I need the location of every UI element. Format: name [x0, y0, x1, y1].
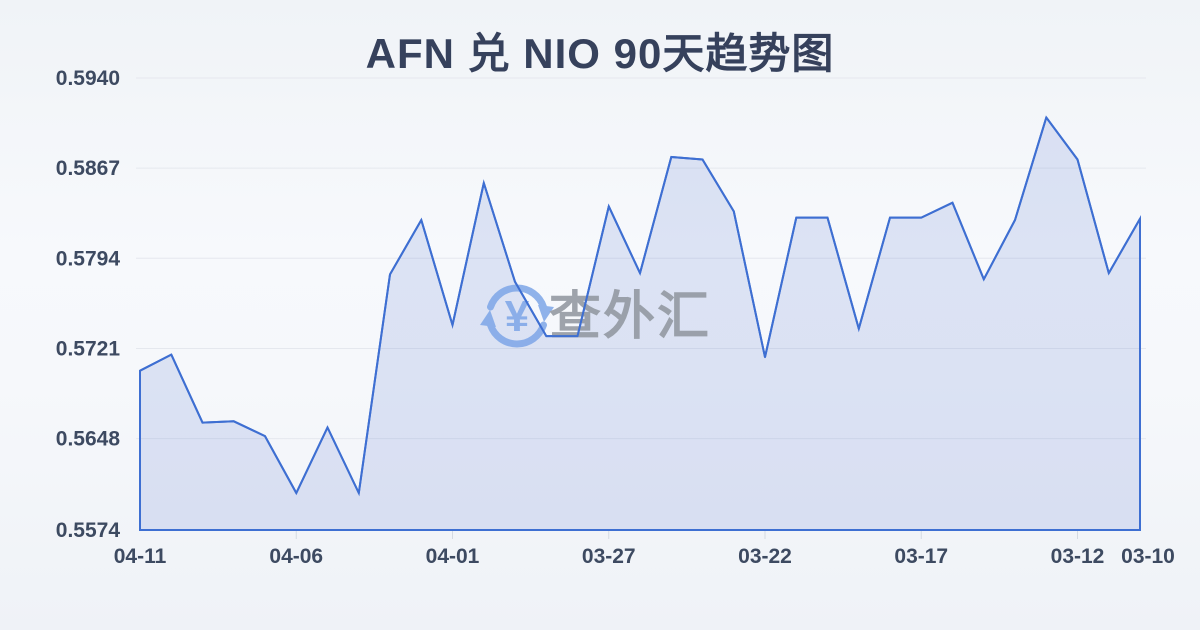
page-title: AFN 兑 NIO 90天趋势图 — [365, 30, 835, 77]
y-axis-tick-label: 0.5721 — [56, 337, 121, 360]
x-axis-tick-label: 03-12 — [1051, 545, 1105, 568]
x-axis-tick-label: 04-06 — [269, 545, 323, 568]
y-axis-tick-label: 0.5794 — [56, 247, 121, 270]
gridlines — [136, 77, 1146, 440]
x-axis-tick-label: 03-22 — [738, 545, 792, 568]
trend-line — [139, 116, 1141, 494]
x-axis-ticks — [295, 531, 1078, 539]
y-axis-labels: 0.5940 0.5867 0.5794 0.5721 0.5648 0.5574 — [56, 67, 121, 542]
x-axis-tick-label: 03-27 — [582, 545, 636, 568]
currency-exchange-refresh-icon — [480, 284, 554, 348]
x-axis-tick-label: 03-10 — [1121, 545, 1175, 568]
y-axis-tick-label: 0.5940 — [56, 67, 120, 90]
y-axis-tick-label: 0.5648 — [56, 428, 121, 451]
watermark-text: 查外汇 — [549, 288, 711, 346]
x-axis-tick-label: 03-17 — [894, 545, 948, 568]
x-axis-tick-label: 04-01 — [426, 545, 480, 568]
y-axis-tick-label: 0.5867 — [56, 157, 120, 180]
x-axis-labels: 04-11 04-06 04-01 03-27 03-22 03-17 03-12 03-10 — [114, 545, 1175, 568]
y-axis-tick-label: 0.5574 — [56, 519, 121, 542]
watermark: ¥ 查外汇 — [480, 284, 711, 348]
x-axis-tick-label: 04-11 — [114, 545, 167, 568]
